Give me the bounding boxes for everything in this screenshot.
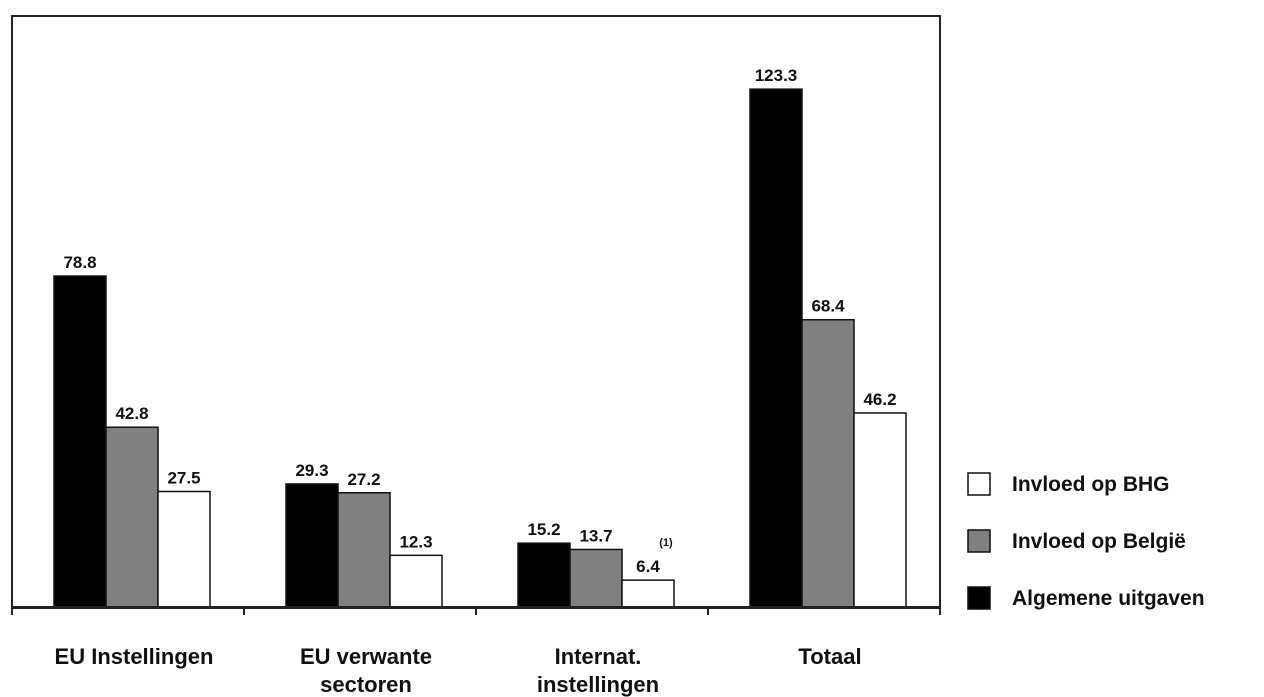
bar-1-3 <box>801 318 855 608</box>
value-label-0-0: 78.8 <box>63 253 96 272</box>
category-label-1-1: sectoren <box>320 672 412 697</box>
legend-swatch-0 <box>967 472 991 496</box>
value-label-0-2: 15.2 <box>527 520 560 539</box>
legend-label-2: Algemene uitgaven <box>1012 587 1205 610</box>
value-label-1-0: 42.8 <box>115 404 148 423</box>
legend-swatch-1 <box>967 529 991 553</box>
x-ticks-group <box>11 607 941 615</box>
annotation-note-0: (1) <box>659 537 673 549</box>
value-label-0-3: 123.3 <box>755 66 798 85</box>
bar-0-0 <box>53 275 107 608</box>
annotations-group: (1) <box>659 537 673 549</box>
value-label-0-1: 29.3 <box>295 461 328 480</box>
category-label-1-0: EU verwante <box>300 644 432 669</box>
bar-0-2 <box>517 542 571 608</box>
bar-1-0 <box>105 426 159 608</box>
value-label-2-1: 12.3 <box>399 532 432 551</box>
bar-0-1 <box>285 483 339 608</box>
bar-1-2 <box>569 548 623 608</box>
bar-1-1 <box>337 492 391 608</box>
legend: Invloed op BHG Invloed op België Algemene … <box>967 472 1205 610</box>
value-label-2-0: 27.5 <box>167 469 200 488</box>
bar-2-2 <box>621 579 675 608</box>
bars-group <box>53 88 907 608</box>
bar-2-1 <box>389 554 443 608</box>
legend-label-0: Invloed op BHG <box>1012 473 1170 496</box>
value-label-1-1: 27.2 <box>347 470 380 489</box>
value-labels-group: 78.8 42.8 27.5 29.3 27.2 12.3 15.2 13.7 6.4 123.3… <box>63 66 896 576</box>
value-label-1-2: 13.7 <box>579 526 612 545</box>
value-label-2-3: 46.2 <box>863 390 896 409</box>
category-labels-group: EU Instellingen EU verwante sectoren Intern… <box>55 644 862 697</box>
bar-2-0 <box>157 490 211 608</box>
bar-0-3 <box>749 88 803 608</box>
category-label-0-0: EU Instellingen <box>55 644 214 669</box>
category-label-3-0: Totaal <box>798 644 861 669</box>
legend-label-1: Invloed op België <box>1012 530 1186 553</box>
bar-2-3 <box>853 412 907 608</box>
category-label-2-1: instellingen <box>537 672 659 697</box>
value-label-1-3: 68.4 <box>811 297 845 316</box>
value-label-2-2: 6.4 <box>636 557 660 576</box>
category-label-2-0: Internat. <box>555 644 642 669</box>
legend-swatch-2 <box>967 586 991 610</box>
